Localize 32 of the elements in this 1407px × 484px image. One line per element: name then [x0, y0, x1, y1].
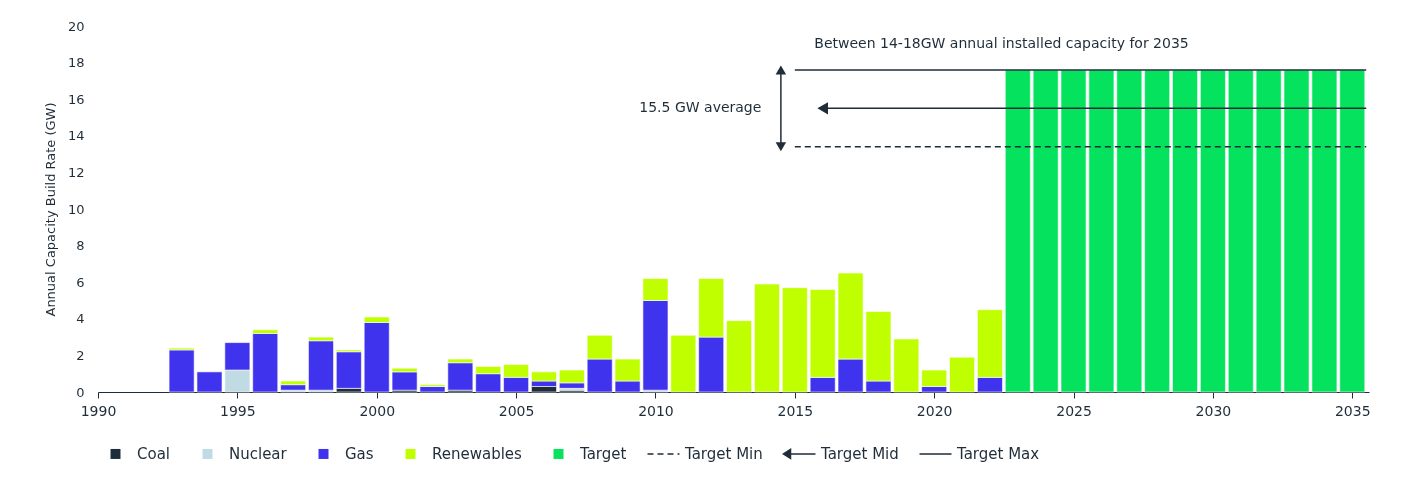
legend-label: Nuclear [229, 444, 288, 463]
x-tick-label: 2020 [916, 402, 953, 419]
annotation: Between 14-18GW annual installed capacity for 2035 [814, 35, 1189, 52]
y-tick-label: 14 [67, 128, 85, 144]
y-tick-label: 0 [76, 384, 85, 400]
x-tick-label: 2000 [359, 402, 396, 419]
y-tick-label: 8 [76, 238, 85, 254]
y-tick-label: 4 [76, 311, 85, 327]
legend-label: Target [579, 444, 627, 463]
x-tick-label: 2015 [777, 402, 814, 419]
y-tick-label: 12 [67, 164, 85, 180]
y-tick-label: 16 [67, 91, 85, 107]
legend-label: Target Min [684, 444, 763, 463]
y-tick-label: 2 [76, 347, 85, 363]
y-tick-label: 20 [67, 18, 85, 34]
legend-label: Target Mid [820, 444, 899, 463]
x-tick-label: 2035 [1334, 402, 1371, 419]
legend-label: Target Max [956, 444, 1040, 463]
x-tick-label: 2025 [1056, 402, 1092, 419]
x-tick-label: 1995 [220, 402, 256, 419]
y-axis-title: Annual Capacity Build Rate (GW) [42, 102, 58, 317]
legend-label: Gas [345, 444, 374, 463]
x-tick-label: 2030 [1195, 402, 1232, 419]
x-tick-label: 2005 [498, 402, 535, 419]
legend-label: Coal [137, 444, 171, 463]
y-tick-label: 10 [67, 201, 85, 217]
legend-label: Renewables [432, 444, 523, 463]
y-tick-label: 18 [67, 55, 85, 71]
x-tick-label: 2010 [638, 402, 674, 419]
annotation: 15.5 GW average [639, 99, 762, 116]
y-tick-label: 6 [76, 274, 85, 290]
x-tick-label: 1990 [80, 402, 117, 419]
